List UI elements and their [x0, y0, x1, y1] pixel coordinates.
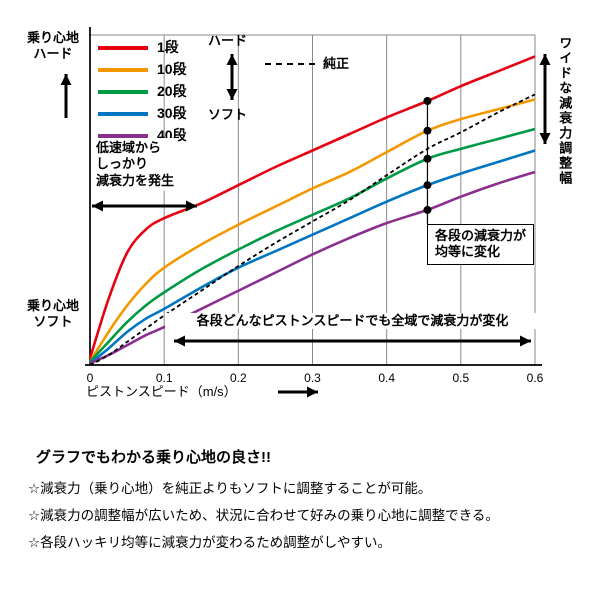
x-tick-label: 0.5 — [452, 371, 469, 385]
arrow-head — [539, 54, 551, 65]
legend-stock: 純正 — [265, 56, 349, 72]
x-tick-label: 0.3 — [304, 371, 321, 385]
series-swatch-30dan — [98, 112, 148, 116]
summary-bullet: ☆各段ハッキリ均等に減衰力が変わるため調整がしやすい。 — [28, 535, 391, 550]
stock-dashed-swatch — [265, 63, 315, 66]
marker-dot-30段 — [423, 181, 432, 190]
annotation-full-range: 各段どんなピストンスピードでも全域で減衰力が変化 — [165, 313, 540, 330]
legend-hard-label: ハード — [208, 33, 248, 48]
legend-item: 20段 — [98, 81, 187, 103]
legend-label: 30段 — [157, 105, 187, 122]
arrow-head — [174, 335, 185, 347]
arrow-head — [186, 200, 197, 212]
x-tick-label: 0 — [87, 371, 94, 385]
marker-dot-1段 — [423, 97, 432, 105]
series-line-1段 — [88, 55, 536, 359]
x-tick-label: 0.2 — [230, 371, 247, 385]
x-tick-label: 0.1 — [156, 371, 173, 385]
arrow-head — [226, 89, 238, 100]
legend-label: 10段 — [157, 61, 187, 78]
summary-bullet: ☆減衰力（乗り心地）を純正よりもソフトに調整することが可能。 — [28, 481, 432, 496]
annotation-wide-range: ワイドな減衰力調整幅 — [557, 36, 573, 186]
arrow-head — [92, 200, 103, 212]
x-tick-label: 0.4 — [378, 371, 395, 385]
summary-bullet: ☆減衰力の調整幅が広いため、状況に合わせて好みの乗り心地に調整できる。 — [28, 508, 499, 523]
series-swatch-40dan — [98, 134, 148, 138]
marker-dot-40段 — [423, 205, 432, 214]
annotation-equal-change: 各段の減衰力が 均等に変化 — [427, 224, 535, 265]
marker-dot-10段 — [423, 126, 432, 135]
annotation-low-speed: 低速域から しっかり 減衰力を発生 — [92, 138, 179, 191]
x-tick-label: 0.6 — [527, 371, 544, 385]
y-axis-label-soft: 乗り心地 ソフト — [26, 298, 79, 330]
summary-title: グラフでもわかる乗り心地の良さ!! — [36, 449, 271, 466]
series-line-純正 — [89, 93, 536, 366]
legend-item: 10段 — [98, 59, 187, 81]
x-axis-label: ピストンスピード（m/s） — [86, 384, 237, 399]
series-line-20段 — [89, 127, 536, 363]
series-line-40段 — [89, 170, 536, 365]
legend-item: 1段 — [98, 37, 187, 59]
series-swatch-10dan — [98, 68, 148, 72]
arrow-head — [520, 335, 531, 347]
series-line-10段 — [88, 98, 536, 363]
legend-label: 20段 — [157, 83, 187, 100]
series-swatch-1dan — [98, 46, 148, 50]
damping-force-chart: 0 0.1 0.2 0.3 0.4 0.5 0.6 乗り心地 ハード 乗り心地 ソフト ピス… — [26, 27, 573, 399]
legend-label: 1段 — [157, 39, 179, 56]
arrow-head — [307, 386, 318, 398]
y-axis-label-hard: 乗り心地 ハード — [26, 30, 79, 62]
legend: 1段 10段 20段 30段 40段 — [98, 37, 187, 147]
legend-soft-label: ソフト — [208, 107, 248, 122]
legend-item: 30段 — [98, 103, 187, 125]
arrow-head — [60, 74, 72, 85]
series-line-30段 — [89, 149, 536, 365]
arrow-head — [539, 133, 551, 144]
chart-canvas: 0 0.1 0.2 0.3 0.4 0.5 0.6 — [60, 27, 551, 398]
arrow-head — [226, 54, 238, 65]
series-swatch-20dan — [98, 90, 148, 94]
marker-dot-20段 — [423, 154, 432, 163]
stock-label: 純正 — [323, 56, 350, 71]
